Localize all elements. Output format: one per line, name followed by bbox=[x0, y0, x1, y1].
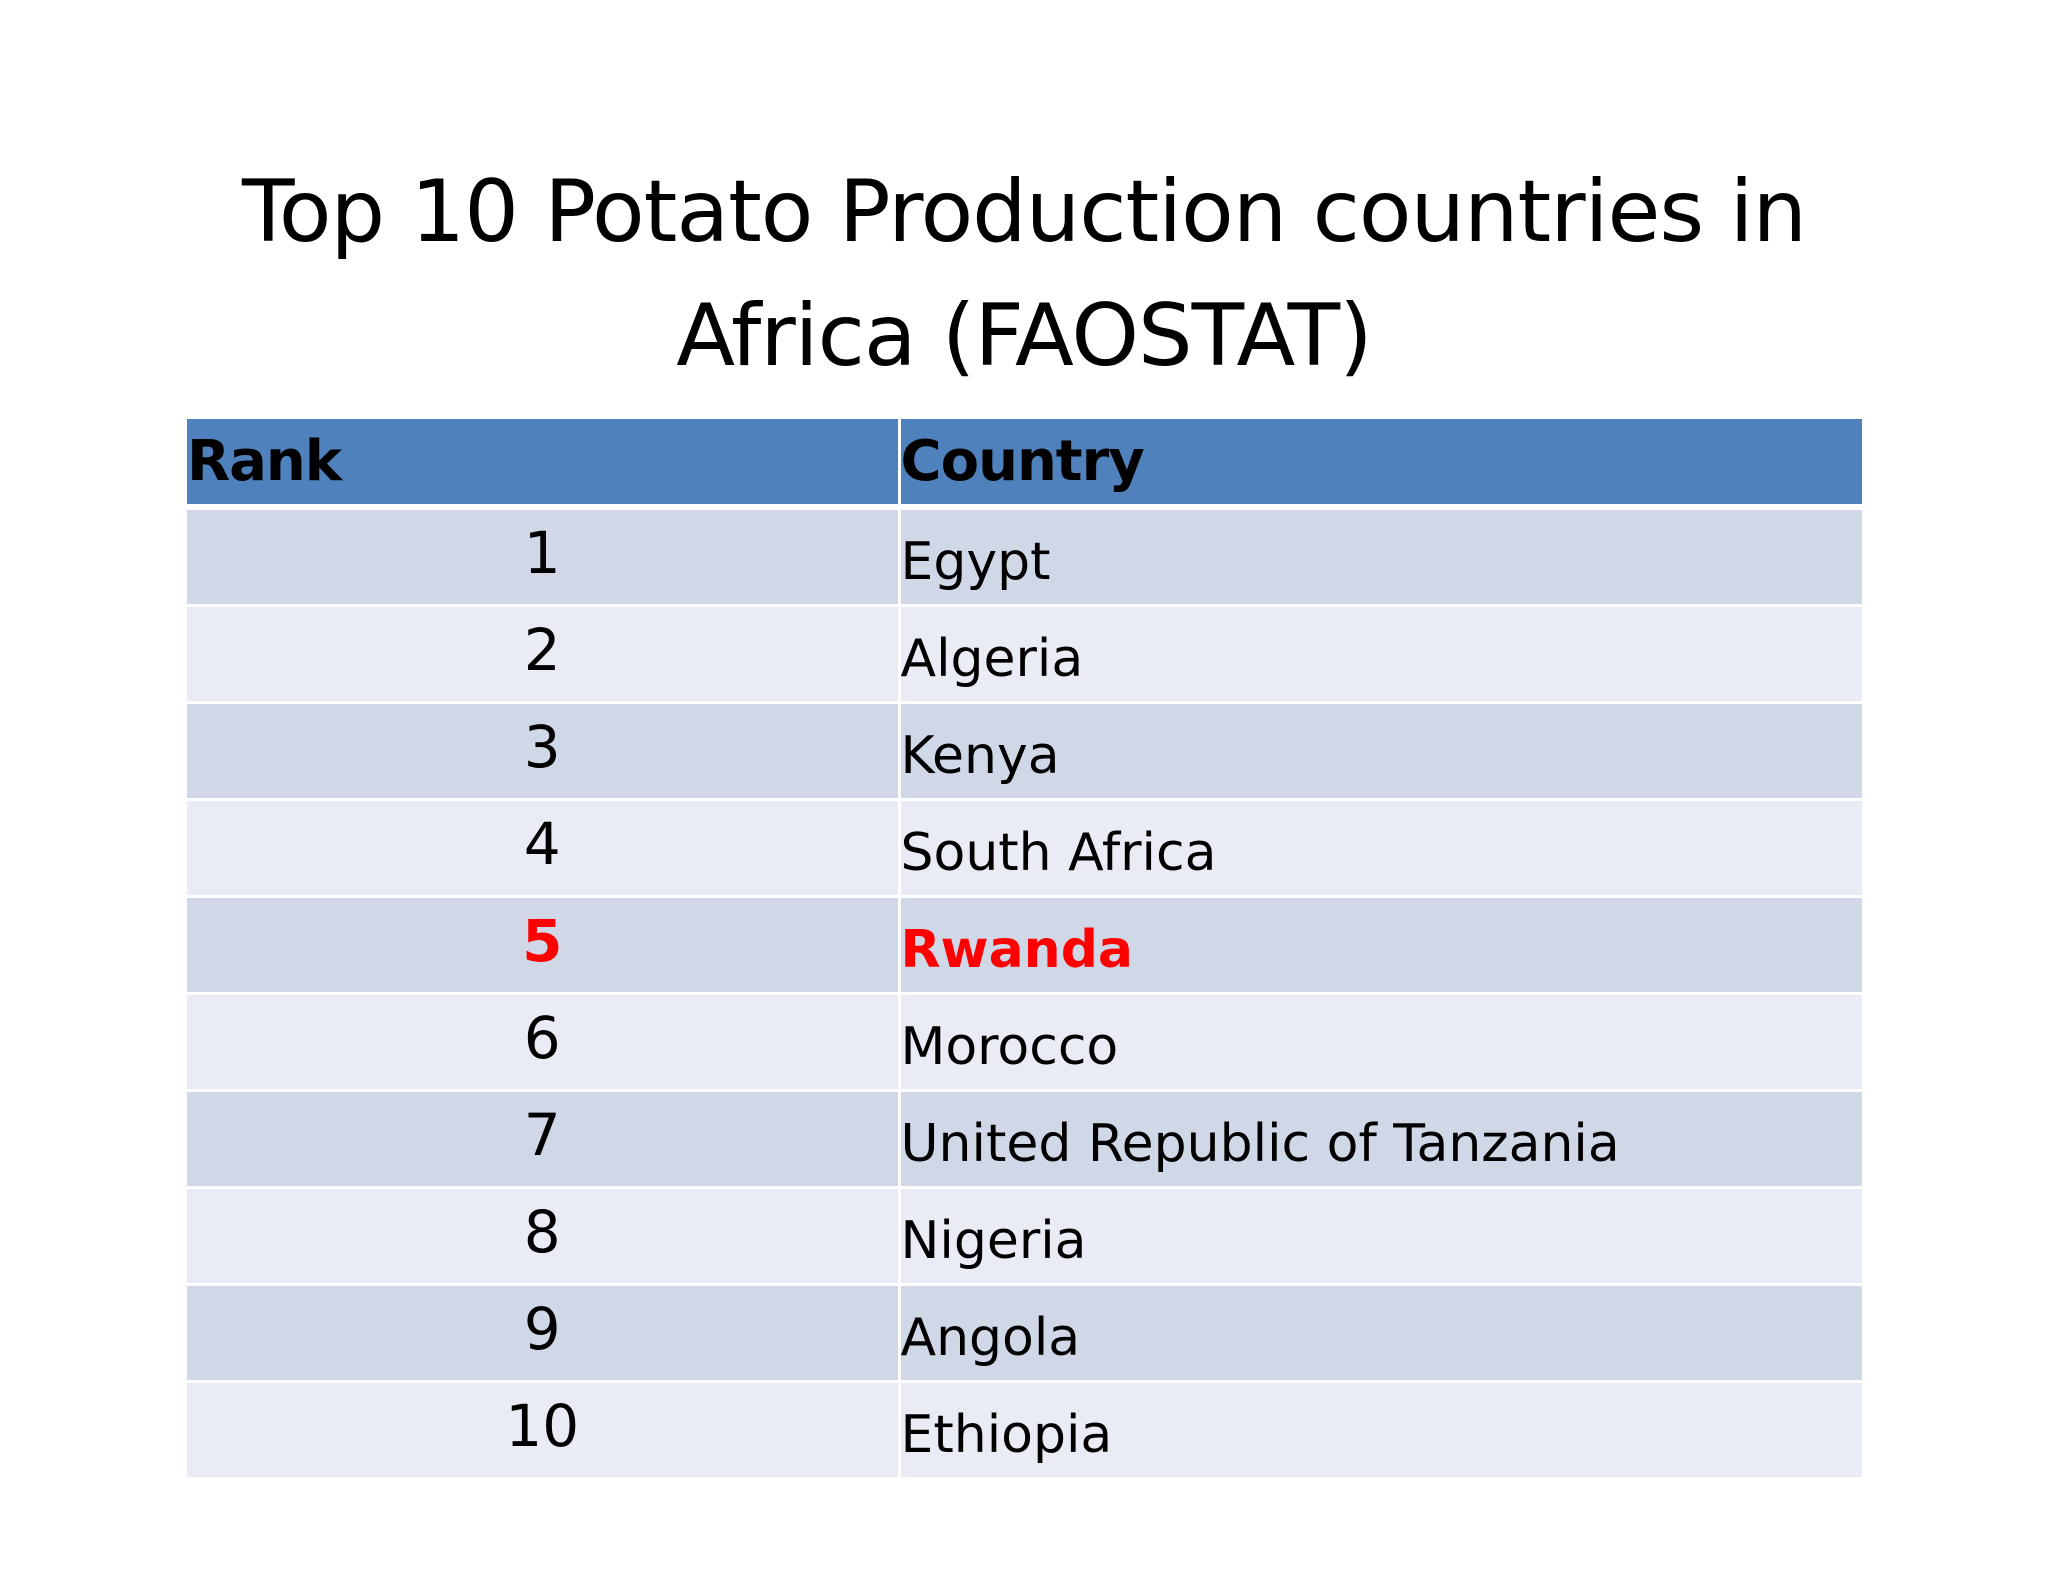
table-row: 8 Nigeria bbox=[187, 1187, 1862, 1286]
country-cell: Ethiopia bbox=[899, 1381, 1862, 1480]
table-row: 6 Morocco bbox=[187, 993, 1862, 1092]
rank-cell: 4 bbox=[187, 799, 901, 898]
table-header-row: Rank Country bbox=[187, 419, 1862, 510]
ranking-table: Rank Country 1 Egypt 2 Algeria 3 Kenya 4… bbox=[187, 419, 1862, 1480]
table-row: 7 United Republic of Tanzania bbox=[187, 1090, 1862, 1189]
rank-cell: 9 bbox=[187, 1284, 901, 1383]
table-row: 10 Ethiopia bbox=[187, 1381, 1862, 1480]
table-row: 1 Egypt bbox=[187, 507, 1862, 607]
rank-cell: 3 bbox=[187, 702, 901, 801]
rank-cell: 10 bbox=[187, 1381, 901, 1480]
country-cell: Egypt bbox=[899, 507, 1862, 607]
rank-cell: 8 bbox=[187, 1187, 901, 1286]
rank-cell: 7 bbox=[187, 1090, 901, 1189]
country-cell: Kenya bbox=[899, 702, 1862, 801]
table-row-highlighted: 5 Rwanda bbox=[187, 896, 1862, 995]
table-row: 3 Kenya bbox=[187, 702, 1862, 801]
rank-cell: 5 bbox=[187, 896, 901, 995]
country-cell: Angola bbox=[899, 1284, 1862, 1383]
country-cell: Morocco bbox=[899, 993, 1862, 1092]
country-cell: South Africa bbox=[899, 799, 1862, 898]
rank-cell: 1 bbox=[187, 507, 901, 607]
country-column-header: Country bbox=[899, 419, 1862, 510]
page-title: Top 10 Potato Production countries in Af… bbox=[100, 150, 1948, 398]
country-cell: United Republic of Tanzania bbox=[899, 1090, 1862, 1189]
rank-cell: 6 bbox=[187, 993, 901, 1092]
page-title-line-1: Top 10 Potato Production countries in bbox=[242, 162, 1807, 262]
table-row: 2 Algeria bbox=[187, 605, 1862, 704]
country-cell: Nigeria bbox=[899, 1187, 1862, 1286]
country-cell: Rwanda bbox=[899, 896, 1862, 995]
country-cell: Algeria bbox=[899, 605, 1862, 704]
rank-cell: 2 bbox=[187, 605, 901, 704]
table-body: 1 Egypt 2 Algeria 3 Kenya 4 South Africa… bbox=[187, 507, 1862, 1480]
table-row: 9 Angola bbox=[187, 1284, 1862, 1383]
rank-column-header: Rank bbox=[187, 419, 901, 510]
page-title-line-2: Africa (FAOSTAT) bbox=[676, 286, 1372, 386]
table-row: 4 South Africa bbox=[187, 799, 1862, 898]
